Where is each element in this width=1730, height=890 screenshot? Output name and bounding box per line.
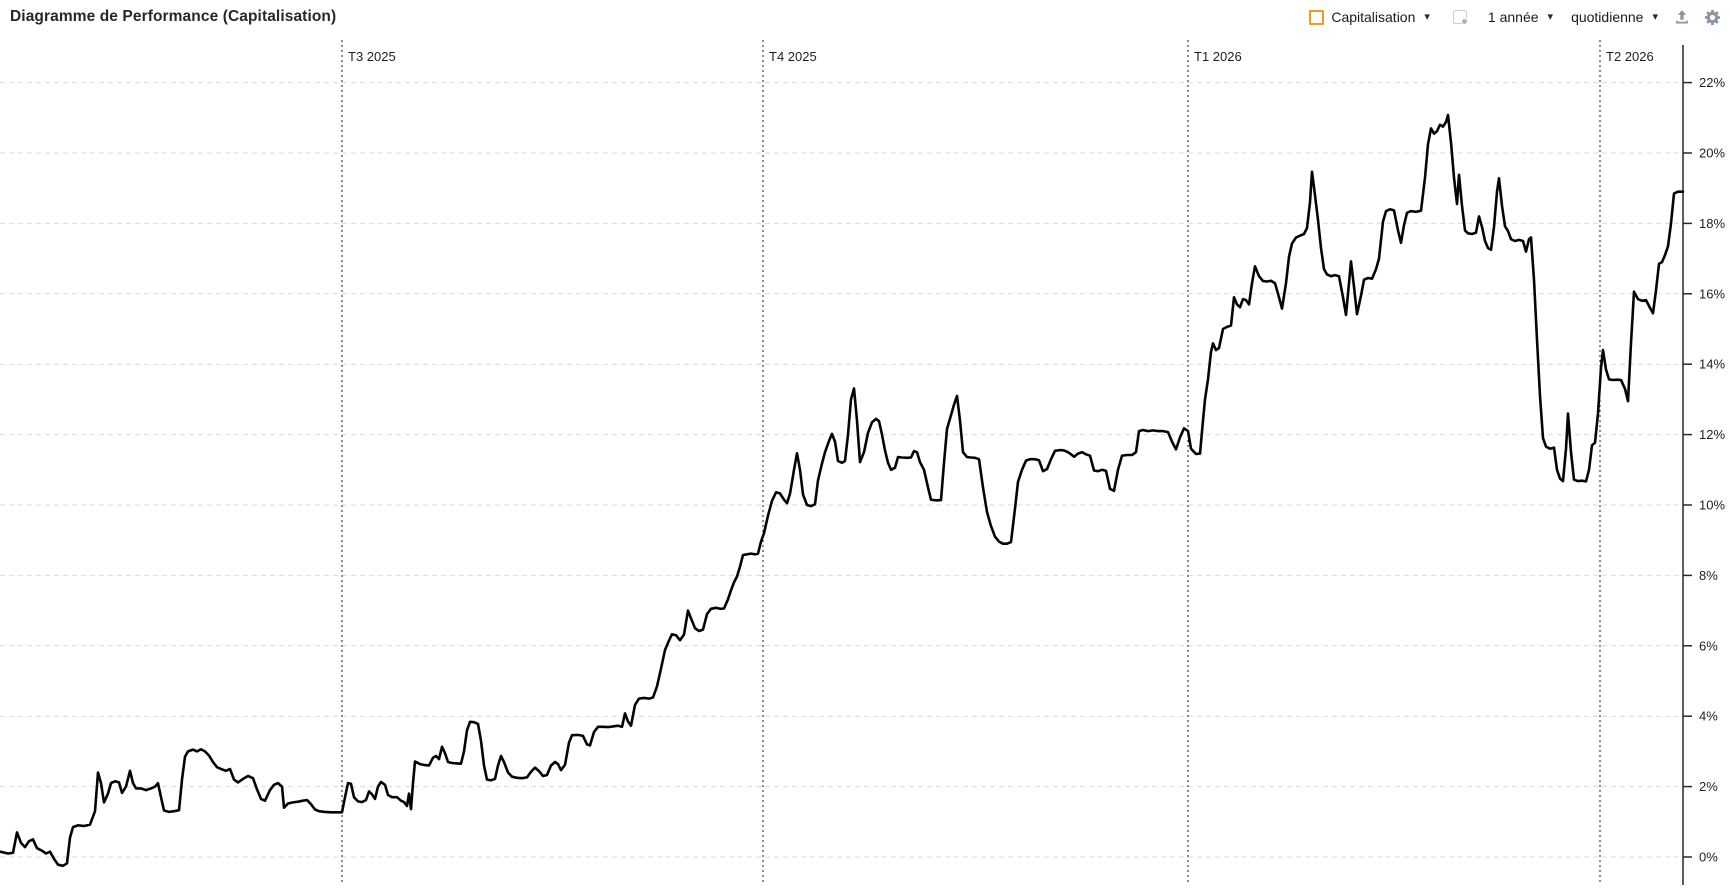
period-dropdown-label: 1 année	[1487, 9, 1539, 25]
y-tick-label: 10%	[1699, 498, 1725, 513]
quarter-label: T3 2025	[348, 49, 396, 64]
y-tick-label: 22%	[1699, 75, 1725, 90]
y-tick-label: 8%	[1699, 568, 1718, 583]
quarter-label: T4 2025	[769, 49, 817, 64]
chevron-down-icon: ▾	[1424, 10, 1430, 23]
y-tick-label: 12%	[1699, 427, 1725, 442]
series-dropdown[interactable]: Capitalisation ▾	[1309, 9, 1430, 25]
quarter-label: T1 2026	[1194, 49, 1242, 64]
y-tick-label: 20%	[1699, 146, 1725, 161]
period-dropdown[interactable]: 1 année ▾	[1488, 9, 1553, 25]
settings-button[interactable]	[1702, 7, 1722, 27]
chart-header: Diagramme de Performance (Capitalisation…	[0, 0, 1730, 32]
series-dropdown-label: Capitalisation	[1331, 9, 1416, 25]
settings-gear-icon	[1704, 9, 1720, 25]
quarter-label: T2 2026	[1606, 49, 1654, 64]
y-tick-label: 18%	[1699, 216, 1725, 231]
export-button[interactable]	[1672, 7, 1692, 27]
y-tick-label: 16%	[1699, 286, 1725, 301]
y-tick-label: 2%	[1699, 779, 1718, 794]
chevron-down-icon: ▾	[1652, 10, 1658, 23]
capitalisation-legend-swatch-icon	[1309, 9, 1325, 25]
export-icon	[1676, 10, 1688, 24]
y-tick-label: 0%	[1699, 850, 1718, 865]
frequency-dropdown[interactable]: quotidienne ▾	[1571, 9, 1658, 25]
y-tick-label: 6%	[1699, 638, 1718, 653]
performance-line	[0, 113, 1685, 868]
compare-chart-icon	[1452, 10, 1468, 25]
chevron-down-icon: ▾	[1547, 10, 1554, 23]
y-tick-label: 4%	[1699, 709, 1718, 724]
chart-controls: Capitalisation ▾ 1 année ▾ quotidienne ▾	[1309, 7, 1722, 27]
compare-chart-button[interactable]	[1450, 7, 1470, 27]
y-tick-label: 14%	[1699, 357, 1725, 372]
frequency-dropdown-label: quotidienne	[1571, 9, 1644, 25]
page-title: Diagramme de Performance (Capitalisation…	[10, 8, 337, 25]
